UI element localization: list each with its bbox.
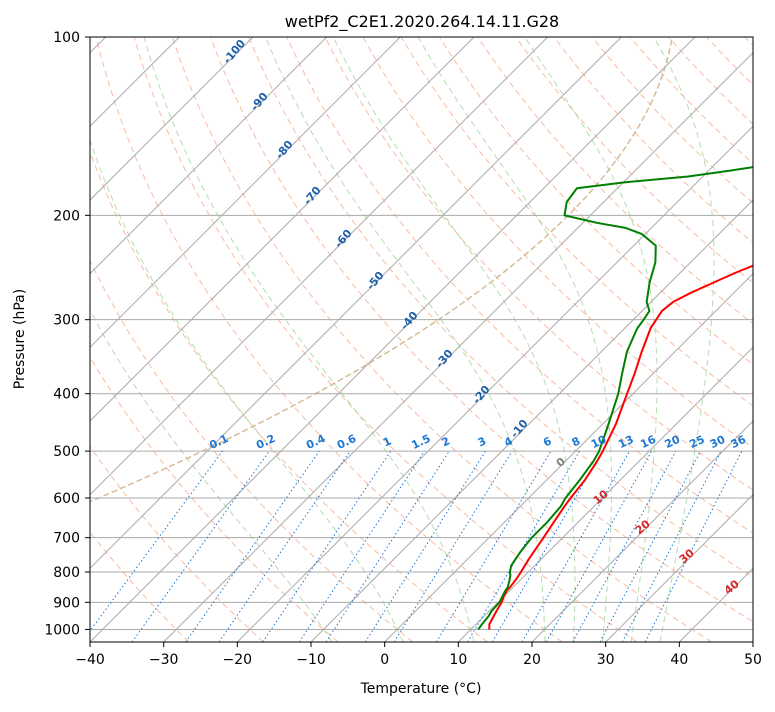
x-tick-label: 30 [597, 652, 615, 668]
y-tick-label: 600 [53, 491, 80, 507]
mixing-ratio-label: 2 [440, 434, 452, 449]
isotherm-line [679, 37, 775, 642]
mixing-ratio-label: 1.5 [409, 432, 432, 452]
mixing-ratio-label: 30 [708, 433, 728, 451]
theta-label: 20 [633, 517, 653, 537]
plot-area [0, 37, 775, 642]
y-tick-label: 700 [53, 531, 80, 547]
moist-adiabat-label: -20 [470, 383, 493, 407]
x-tick-label: −10 [296, 652, 326, 668]
x-tick-label: 20 [523, 652, 541, 668]
dry-adiabat [0, 37, 264, 642]
mixing-ratio-line [299, 451, 424, 642]
moist-adiabat [63, 37, 403, 642]
mixing-ratio-label: 36 [729, 433, 749, 451]
moist-adiabat-label: -70 [301, 184, 324, 208]
isotherm-line [311, 37, 775, 642]
isotherm-line [164, 37, 769, 642]
moist-adiabat-label: -10 [508, 417, 531, 441]
dry-adiabat [20, 37, 413, 642]
mixing-ratio-line [326, 451, 449, 642]
dry-adiabat [707, 37, 775, 642]
dewpoint-profile [478, 37, 775, 629]
moist-adiabat-label: -30 [433, 347, 456, 371]
moist-adiabat-label: -60 [332, 227, 355, 251]
mixing-ratio-label: 8 [570, 434, 582, 449]
mixing-ratio-line [365, 451, 485, 642]
isotherm-line [458, 37, 775, 642]
mixing-ratio-label: 0.2 [254, 432, 277, 452]
dry-adiabat [0, 37, 189, 642]
mixing-ratio-label: 0.1 [207, 432, 230, 452]
theta-label: 10 [591, 487, 611, 507]
x-tick-label: 50 [744, 652, 762, 668]
x-tick-label: −30 [149, 652, 179, 668]
dry-adiabat [0, 37, 338, 642]
x-tick-label: 0 [380, 652, 389, 668]
mixing-ratio-label: 25 [687, 433, 706, 451]
mixing-ratio-label: 20 [663, 433, 683, 451]
moist-adiabat-label: -80 [273, 138, 296, 162]
x-tick-label: −40 [75, 652, 105, 668]
y-tick-label: 1000 [44, 622, 80, 638]
y-tick-label: 800 [53, 565, 80, 581]
mixing-ratio-line [546, 451, 651, 642]
x-tick-label: 40 [670, 652, 688, 668]
mixing-ratio-line [645, 451, 742, 642]
dry-adiabat [554, 37, 775, 642]
isotherm-line [532, 37, 775, 642]
moist-adiabat-label: -90 [248, 90, 271, 114]
isotherm-line [0, 37, 327, 642]
y-tick-label: 100 [53, 30, 80, 46]
mixing-ratio-label: 0.4 [304, 432, 327, 452]
y-tick-label: 200 [53, 208, 80, 224]
isotherm-line [0, 37, 253, 642]
moist-adiabat [418, 37, 612, 642]
isotherm-line [385, 37, 775, 642]
theta-label: 40 [722, 577, 742, 597]
dry-adiabat [439, 37, 775, 642]
dry-adiabat [745, 37, 775, 642]
mixing-ratio-line [132, 451, 269, 642]
isotherm-line [0, 37, 474, 642]
mixing-ratio-line [263, 451, 391, 642]
mixing-ratio-label: 0.6 [335, 432, 358, 452]
x-axis-label: Temperature (°C) [360, 681, 482, 697]
dry-adiabat [96, 37, 562, 642]
dry-adiabat [58, 37, 488, 642]
y-tick-label: 300 [53, 313, 80, 329]
y-tick-label: 500 [53, 444, 80, 460]
mixing-ratio-line [573, 451, 676, 642]
isotherm-line [237, 37, 775, 642]
x-tick-label: −20 [223, 652, 253, 668]
mixing-ratio-label: 6 [541, 434, 554, 449]
mixing-ratio-line [219, 451, 350, 642]
mixing-ratio-line [82, 451, 223, 642]
isotherm-line [0, 37, 400, 642]
moist-adiabat-label: -50 [364, 269, 387, 293]
x-tick-label: 10 [449, 652, 467, 668]
mixing-ratio-line [600, 451, 701, 642]
mixing-ratio-label: 13 [616, 433, 635, 451]
isotherm-line [753, 37, 775, 642]
moist-adiabat [4, 37, 332, 642]
y-axis-label: Pressure (hPa) [12, 289, 28, 389]
mixing-ratio-label: 3 [476, 434, 488, 449]
mixing-ratio-label: 16 [638, 433, 658, 451]
dry-adiabat [134, 37, 637, 642]
y-tick-label: 400 [53, 387, 80, 403]
isotherm-line [16, 37, 621, 642]
y-tick-label: 900 [53, 595, 80, 611]
theta-label: 30 [677, 546, 697, 566]
isotherm-line [90, 37, 695, 642]
boundary-curve [0, 37, 672, 642]
chart-title: wetPf2_C2E1.2020.264.14.11.G28 [285, 12, 559, 32]
moist-adiabat-label: -100 [220, 37, 248, 67]
moist-adiabat-label: -40 [398, 309, 421, 333]
